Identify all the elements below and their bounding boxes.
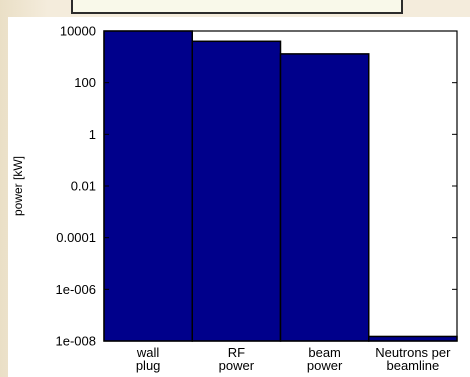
y-tick-label: 0.0001 [56,230,96,245]
x-tick-label: power [307,358,343,373]
x-tick-label: RF [228,345,245,360]
x-tick-label: power [219,358,255,373]
y-ticks-group: 1e-008 1e-006 0.0001 0.01 1 100 10000 [56,24,457,349]
x-tick-label: beam [308,345,341,360]
y-tick-label: 1e-006 [56,282,96,297]
x-tick-label: beamline [386,358,439,373]
bars-group [103,30,458,342]
x-tick-label: plug [136,358,161,373]
bar-rf-power [191,40,282,342]
x-tick-label: wall [136,345,160,360]
y-tick-label: 1 [89,127,96,142]
y-axis-title: power [kW] [11,156,25,216]
bar-beam-power [279,53,370,342]
x-tick-label: Neutrons per [375,345,451,360]
y-tick-label: 1e-008 [56,334,96,349]
y-tick-label: 0.01 [71,179,96,194]
bar-wall-plug [103,30,193,342]
title-box [71,0,403,14]
y-tick-label: 10000 [60,24,96,39]
bar-neutrons-per-beamline [368,335,458,342]
y-tick-label: 100 [74,75,96,90]
